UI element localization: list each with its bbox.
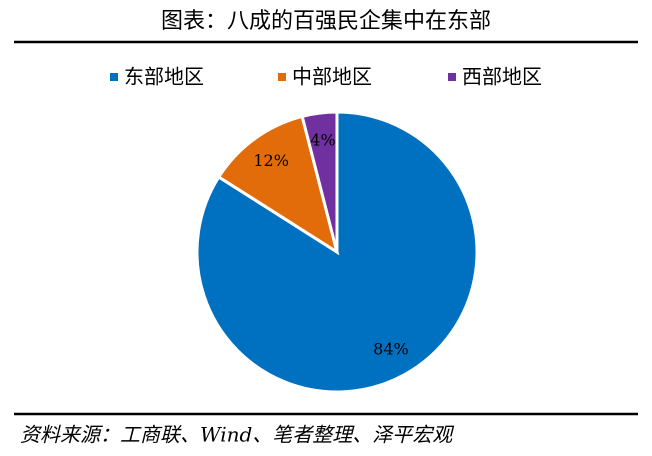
source-note: 资料来源：工商联、Wind、笔者整理、泽平宏观 <box>20 423 454 447</box>
legend-label: 中部地区 <box>292 65 372 89</box>
chart-title: 图表：八成的百强民企集中在东部 <box>161 9 491 34</box>
legend-label: 东部地区 <box>124 65 204 89</box>
legend-swatch <box>448 73 456 81</box>
legend-swatch <box>110 73 118 81</box>
value-label: 4% <box>310 130 335 149</box>
legend-label: 西部地区 <box>462 65 542 89</box>
value-label: 12% <box>253 151 289 170</box>
pie-slice <box>216 114 340 256</box>
pie-slice <box>195 110 479 394</box>
pie-slice <box>300 110 339 253</box>
value-label: 84% <box>373 340 409 359</box>
legend-swatch <box>278 73 286 81</box>
